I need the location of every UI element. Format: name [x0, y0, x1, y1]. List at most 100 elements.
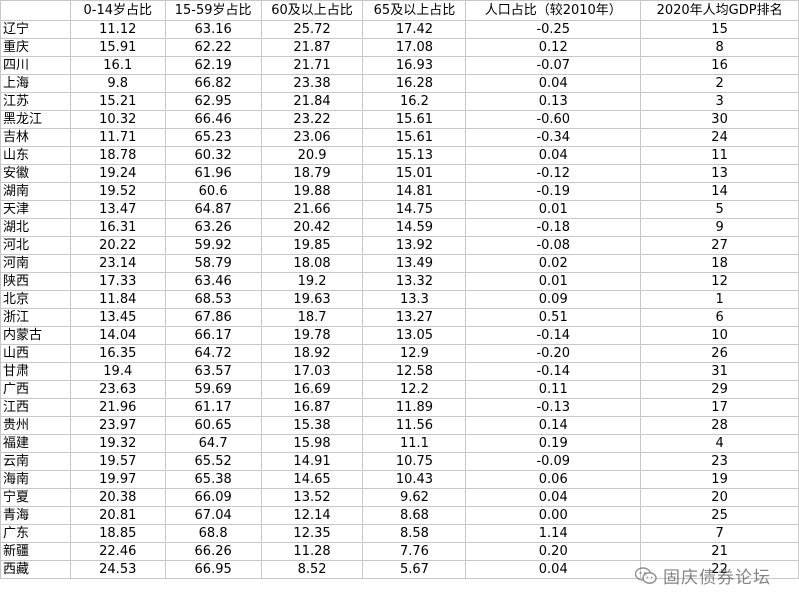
- cell-age-0-14[interactable]: 9.8: [69, 74, 166, 93]
- cell-population-share-change[interactable]: -0.09: [465, 452, 642, 471]
- cell-age-65-plus[interactable]: 13.92: [362, 236, 467, 255]
- cell-age-60-plus[interactable]: 21.66: [260, 200, 364, 219]
- cell-age-65-plus[interactable]: 13.05: [362, 326, 467, 345]
- cell-age-60-plus[interactable]: 12.14: [260, 506, 364, 525]
- header-cell-age-0-14[interactable]: 0-14岁占比: [69, 0, 166, 21]
- cell-age-0-14[interactable]: 21.96: [69, 398, 166, 417]
- cell-age-65-plus[interactable]: 15.61: [362, 110, 467, 129]
- cell-gdp-rank[interactable]: 9: [640, 218, 799, 237]
- cell-gdp-rank[interactable]: 21: [640, 542, 799, 561]
- cell-age-0-14[interactable]: 16.35: [69, 344, 166, 363]
- cell-age-0-14[interactable]: 17.33: [69, 272, 166, 291]
- cell-age-65-plus[interactable]: 15.13: [362, 146, 467, 165]
- cell-age-65-plus[interactable]: 13.49: [362, 254, 467, 273]
- cell-age-0-14[interactable]: 24.53: [69, 560, 166, 579]
- cell-age-15-59[interactable]: 65.52: [164, 452, 262, 471]
- cell-age-15-59[interactable]: 63.57: [164, 362, 262, 381]
- cell-gdp-rank[interactable]: 3: [640, 92, 799, 111]
- cell-age-65-plus[interactable]: 12.9: [362, 344, 467, 363]
- cell-province[interactable]: 山西: [0, 344, 71, 363]
- cell-province[interactable]: 青海: [0, 506, 71, 525]
- cell-age-65-plus[interactable]: 14.59: [362, 218, 467, 237]
- cell-age-0-14[interactable]: 18.85: [69, 524, 166, 543]
- cell-age-0-14[interactable]: 16.1: [69, 56, 166, 75]
- cell-province[interactable]: 山东: [0, 146, 71, 165]
- cell-age-65-plus[interactable]: 12.58: [362, 362, 467, 381]
- cell-age-0-14[interactable]: 15.91: [69, 38, 166, 57]
- cell-population-share-change[interactable]: 0.02: [465, 254, 642, 273]
- header-cell-gdp-rank[interactable]: 2020年人均GDP排名: [640, 0, 799, 21]
- cell-age-60-plus[interactable]: 19.88: [260, 182, 364, 201]
- cell-age-65-plus[interactable]: 15.61: [362, 128, 467, 147]
- cell-province[interactable]: 云南: [0, 452, 71, 471]
- cell-age-15-59[interactable]: 66.82: [164, 74, 262, 93]
- cell-age-0-14[interactable]: 11.12: [69, 20, 166, 39]
- cell-population-share-change[interactable]: 0.20: [465, 542, 642, 561]
- header-cell-age-60-plus[interactable]: 60及以上占比: [260, 0, 364, 21]
- cell-age-15-59[interactable]: 63.16: [164, 20, 262, 39]
- cell-age-65-plus[interactable]: 12.2: [362, 380, 467, 399]
- cell-age-60-plus[interactable]: 19.85: [260, 236, 364, 255]
- cell-population-share-change[interactable]: -0.08: [465, 236, 642, 255]
- cell-gdp-rank[interactable]: 13: [640, 164, 799, 183]
- cell-age-65-plus[interactable]: 11.1: [362, 434, 467, 453]
- cell-age-15-59[interactable]: 66.09: [164, 488, 262, 507]
- cell-province[interactable]: 四川: [0, 56, 71, 75]
- cell-age-65-plus[interactable]: 14.75: [362, 200, 467, 219]
- cell-age-65-plus[interactable]: 11.56: [362, 416, 467, 435]
- cell-age-0-14[interactable]: 19.97: [69, 470, 166, 489]
- cell-province[interactable]: 甘肃: [0, 362, 71, 381]
- cell-age-15-59[interactable]: 64.72: [164, 344, 262, 363]
- cell-province[interactable]: 广东: [0, 524, 71, 543]
- cell-age-60-plus[interactable]: 14.65: [260, 470, 364, 489]
- cell-province[interactable]: 内蒙古: [0, 326, 71, 345]
- cell-province[interactable]: 海南: [0, 470, 71, 489]
- cell-province[interactable]: 贵州: [0, 416, 71, 435]
- cell-population-share-change[interactable]: 0.06: [465, 470, 642, 489]
- cell-population-share-change[interactable]: -0.12: [465, 164, 642, 183]
- cell-province[interactable]: 浙江: [0, 308, 71, 327]
- cell-age-60-plus[interactable]: 18.08: [260, 254, 364, 273]
- cell-gdp-rank[interactable]: 26: [640, 344, 799, 363]
- cell-gdp-rank[interactable]: 4: [640, 434, 799, 453]
- cell-age-15-59[interactable]: 60.32: [164, 146, 262, 165]
- cell-age-65-plus[interactable]: 13.27: [362, 308, 467, 327]
- cell-age-0-14[interactable]: 19.24: [69, 164, 166, 183]
- cell-age-65-plus[interactable]: 17.08: [362, 38, 467, 57]
- cell-province[interactable]: 河南: [0, 254, 71, 273]
- cell-age-65-plus[interactable]: 16.2: [362, 92, 467, 111]
- cell-age-15-59[interactable]: 62.19: [164, 56, 262, 75]
- cell-province[interactable]: 宁夏: [0, 488, 71, 507]
- cell-gdp-rank[interactable]: 7: [640, 524, 799, 543]
- cell-age-0-14[interactable]: 15.21: [69, 92, 166, 111]
- cell-age-15-59[interactable]: 62.95: [164, 92, 262, 111]
- cell-province[interactable]: 西藏: [0, 560, 71, 579]
- cell-age-0-14[interactable]: 14.04: [69, 326, 166, 345]
- cell-gdp-rank[interactable]: 11: [640, 146, 799, 165]
- cell-age-60-plus[interactable]: 17.03: [260, 362, 364, 381]
- cell-age-15-59[interactable]: 66.17: [164, 326, 262, 345]
- cell-age-65-plus[interactable]: 16.28: [362, 74, 467, 93]
- header-cell-population-share-change[interactable]: 人口占比（较2010年）: [465, 0, 642, 21]
- cell-population-share-change[interactable]: 0.14: [465, 416, 642, 435]
- cell-population-share-change[interactable]: -0.25: [465, 20, 642, 39]
- cell-age-0-14[interactable]: 23.14: [69, 254, 166, 273]
- cell-population-share-change[interactable]: -0.20: [465, 344, 642, 363]
- cell-gdp-rank[interactable]: 18: [640, 254, 799, 273]
- header-cell-age-15-59[interactable]: 15-59岁占比: [164, 0, 262, 21]
- cell-gdp-rank[interactable]: 14: [640, 182, 799, 201]
- cell-gdp-rank[interactable]: 1: [640, 290, 799, 309]
- cell-province[interactable]: 湖南: [0, 182, 71, 201]
- cell-age-60-plus[interactable]: 18.7: [260, 308, 364, 327]
- cell-age-15-59[interactable]: 63.46: [164, 272, 262, 291]
- cell-age-0-14[interactable]: 19.4: [69, 362, 166, 381]
- cell-age-15-59[interactable]: 66.26: [164, 542, 262, 561]
- cell-age-15-59[interactable]: 61.17: [164, 398, 262, 417]
- cell-age-60-plus[interactable]: 21.87: [260, 38, 364, 57]
- cell-province[interactable]: 吉林: [0, 128, 71, 147]
- cell-age-65-plus[interactable]: 9.62: [362, 488, 467, 507]
- cell-gdp-rank[interactable]: 23: [640, 452, 799, 471]
- cell-population-share-change[interactable]: 0.00: [465, 506, 642, 525]
- cell-age-65-plus[interactable]: 7.76: [362, 542, 467, 561]
- cell-gdp-rank[interactable]: 28: [640, 416, 799, 435]
